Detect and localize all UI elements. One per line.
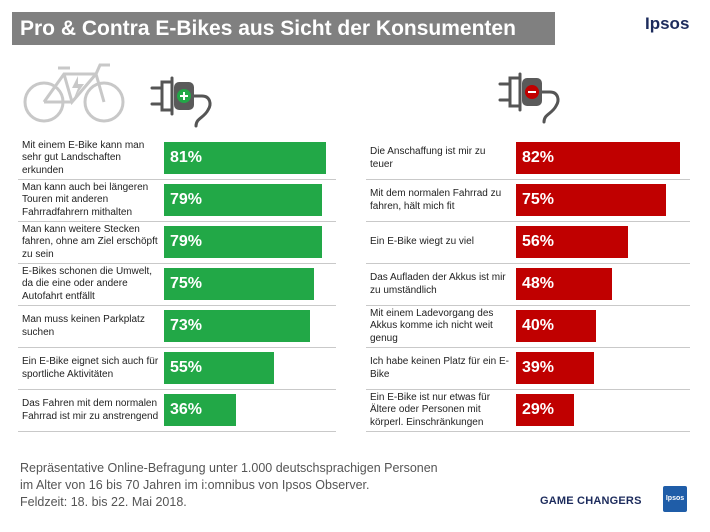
contra-row: Mit einem Ladevorgang des Akkus komme ic… — [366, 306, 690, 348]
pro-bar-chart: Mit einem E-Bike kann man sehr gut Lands… — [18, 138, 336, 438]
pro-row-divider — [18, 179, 336, 180]
footnote-line-2: im Alter von 16 bis 70 Jahren im i:omnib… — [20, 478, 370, 492]
footnote-line-1: Repräsentative Online-Befragung unter 1.… — [20, 461, 438, 475]
footnote: Repräsentative Online-Befragung unter 1.… — [20, 460, 520, 511]
contra-row: Ein E-Bike ist nur etwas für Ältere oder… — [366, 390, 690, 432]
pro-row: Das Fahren mit dem normalen Fahrrad ist … — [18, 390, 336, 432]
pro-bar: 81% — [164, 142, 326, 174]
contra-row-divider — [366, 221, 690, 222]
pro-category-label: Das Fahren mit dem normalen Fahrrad ist … — [22, 398, 159, 422]
contra-category-label: Ich habe keinen Platz für ein E-Bike — [370, 356, 509, 380]
pro-bar: 75% — [164, 268, 314, 300]
contra-category-label: Das Aufladen der Akkus ist mir zu umstän… — [370, 272, 506, 296]
contra-row: Das Aufladen der Akkus ist mir zu umstän… — [366, 264, 690, 306]
contra-bar: 75% — [516, 184, 666, 216]
pro-bar: 79% — [164, 226, 322, 258]
contra-bar: 56% — [516, 226, 628, 258]
pro-bar: 73% — [164, 310, 310, 342]
contra-bar: 29% — [516, 394, 574, 426]
pro-row-divider — [18, 431, 336, 432]
footnote-line-3: Feldzeit: 18. bis 22. Mai 2018. — [20, 495, 187, 509]
game-changers-tagline: GAME CHANGERS — [540, 495, 642, 507]
pro-category-label: Man kann weitere Stecken fahren, ohne am… — [22, 223, 158, 260]
pro-row: E-Bikes schonen die Umwelt, da die eine … — [18, 264, 336, 306]
pro-category-label: Man muss keinen Parkplatz suchen — [22, 314, 145, 338]
pro-row-divider — [18, 263, 336, 264]
ipsos-logo: Ipsos — [663, 486, 687, 512]
pro-row: Man kann weitere Stecken fahren, ohne am… — [18, 222, 336, 264]
contra-bar: 39% — [516, 352, 594, 384]
contra-category-label: Mit einem Ladevorgang des Akkus komme ic… — [370, 307, 494, 344]
contra-category-label: Ein E-Bike ist nur etwas für Ältere oder… — [370, 391, 491, 428]
contra-category-label: Die Anschaffung ist mir zu teuer — [370, 146, 486, 170]
contra-category-label: Ein E-Bike wiegt zu viel — [370, 236, 474, 248]
contra-bar: 40% — [516, 310, 596, 342]
contra-bar-chart: Die Anschaffung ist mir zu teuer 82% Mit d… — [366, 138, 690, 438]
contra-row-divider — [366, 389, 690, 390]
contra-row-divider — [366, 179, 690, 180]
pro-category-label: E-Bikes schonen die Umwelt, da die eine … — [22, 265, 153, 302]
pro-row-divider — [18, 389, 336, 390]
pro-row-divider — [18, 305, 336, 306]
pro-row: Man muss keinen Parkplatz suchen 73% — [18, 306, 336, 348]
pro-row-divider — [18, 347, 336, 348]
pro-category-label: Mit einem E-Bike kann man sehr gut Lands… — [22, 139, 145, 176]
pro-category-label: Ein E-Bike eignet sich auch für sportlic… — [22, 356, 159, 380]
pro-row: Mit einem E-Bike kann man sehr gut Lands… — [18, 138, 336, 180]
contra-row: Ein E-Bike wiegt zu viel 56% — [366, 222, 690, 264]
pro-row: Ein E-Bike eignet sich auch für sportlic… — [18, 348, 336, 390]
plug-minus-icon — [498, 72, 560, 124]
contra-bar: 48% — [516, 268, 612, 300]
contra-category-label: Mit dem normalen Fahrrad zu fahren, hält… — [370, 188, 502, 212]
pro-row: Man kann auch bei längeren Touren mit an… — [18, 180, 336, 222]
bicycle-icon — [23, 63, 125, 123]
contra-bar: 82% — [516, 142, 680, 174]
plug-plus-icon — [150, 76, 212, 128]
contra-row-divider — [366, 431, 690, 432]
pro-category-label: Man kann auch bei längeren Touren mit an… — [22, 181, 149, 218]
brand-logo-text: Ipsos — [645, 14, 690, 33]
page-title: Pro & Contra E-Bikes aus Sicht der Konsu… — [12, 12, 555, 45]
contra-row: Ich habe keinen Platz für ein E-Bike 39% — [366, 348, 690, 390]
contra-row-divider — [366, 305, 690, 306]
pro-bar: 79% — [164, 184, 322, 216]
contra-row: Mit dem normalen Fahrrad zu fahren, hält… — [366, 180, 690, 222]
contra-row-divider — [366, 347, 690, 348]
pro-bar: 36% — [164, 394, 236, 426]
contra-row-divider — [366, 263, 690, 264]
pro-bar: 55% — [164, 352, 274, 384]
contra-row: Die Anschaffung ist mir zu teuer 82% — [366, 138, 690, 180]
pro-row-divider — [18, 221, 336, 222]
